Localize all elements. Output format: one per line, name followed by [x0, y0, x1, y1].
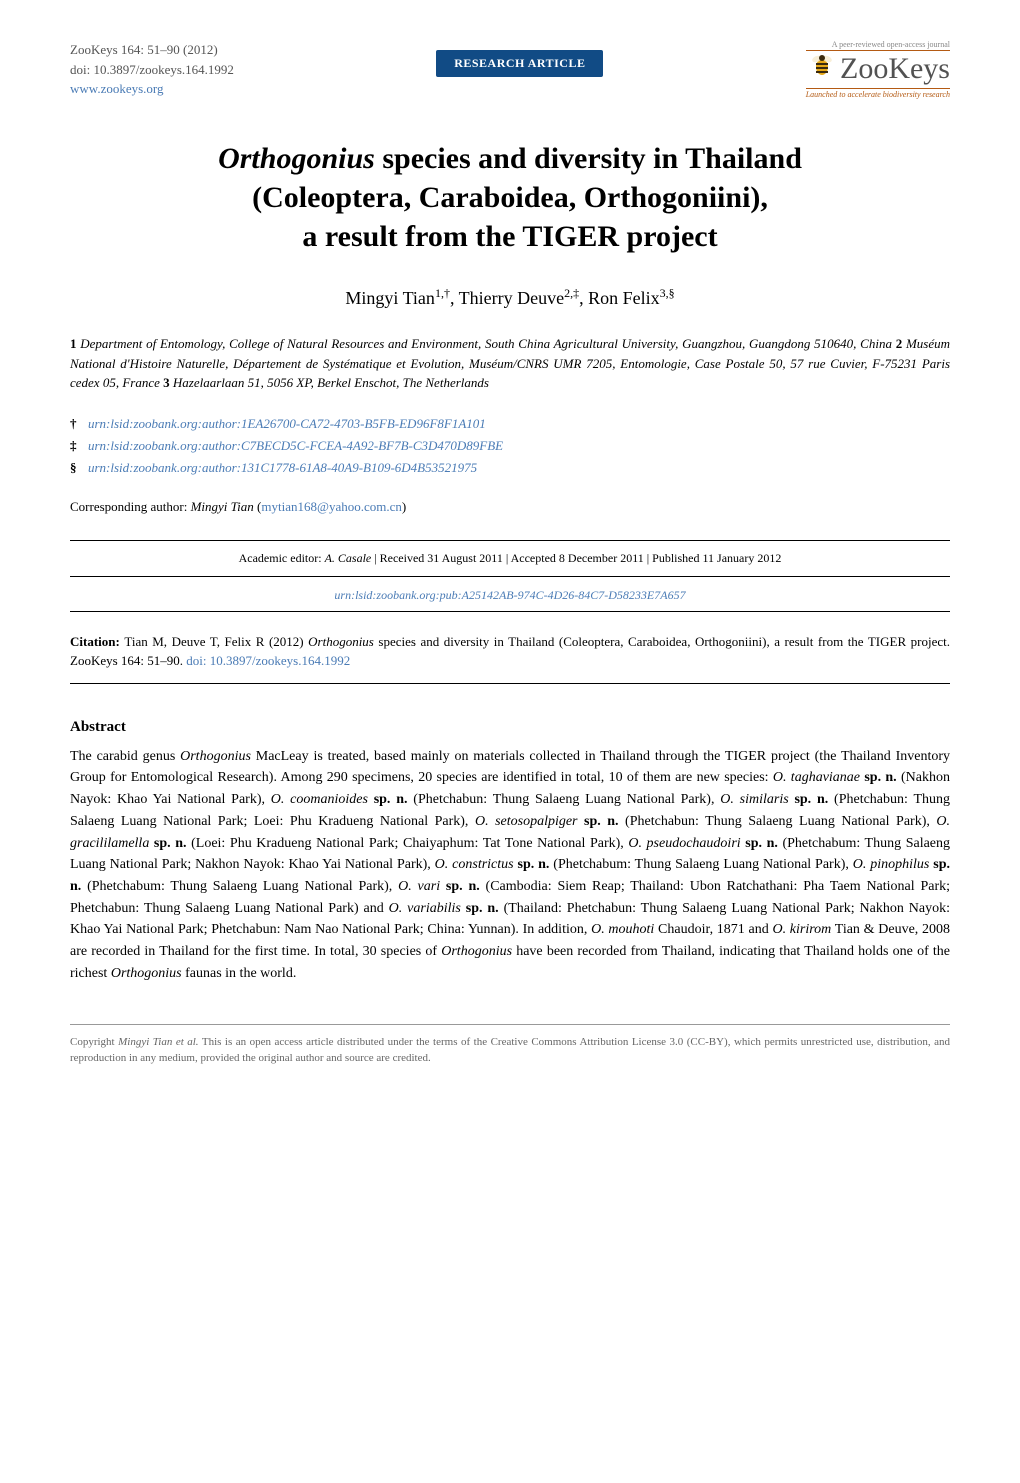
journal-logo: ZooKeys: [806, 51, 950, 86]
research-article-badge: RESEARCH ARTICLE: [436, 50, 603, 77]
article-title: Orthogonius species and diversity in Tha…: [70, 139, 950, 256]
affiliations: 1 Department of Entomology, College of N…: [70, 334, 950, 393]
lsid-link-2[interactable]: urn:lsid:zoobank.org:author:C7BECD5C-FCE…: [88, 438, 503, 453]
email-link[interactable]: mytian168@yahoo.com.cn: [261, 499, 402, 514]
peer-reviewed-label: A peer-reviewed open-access journal: [806, 40, 950, 51]
website-link[interactable]: www.zookeys.org: [70, 81, 164, 96]
journal-ref: ZooKeys 164: 51–90 (2012): [70, 40, 234, 60]
lsid-link-1[interactable]: urn:lsid:zoobank.org:author:1EA26700-CA7…: [88, 416, 486, 431]
journal-name: ZooKeys: [840, 52, 950, 86]
publication-urn: urn:lsid:zoobank.org:pub:A25142AB-974C-4…: [70, 580, 950, 612]
page-header: ZooKeys 164: 51–90 (2012) doi: 10.3897/z…: [70, 40, 950, 99]
abstract-heading: Abstract: [70, 719, 950, 736]
citation-block: Citation: Tian M, Deuve T, Felix R (2012…: [70, 632, 950, 684]
bee-icon: [808, 51, 836, 86]
header-meta: ZooKeys 164: 51–90 (2012) doi: 10.3897/z…: [70, 40, 234, 99]
lsid-list: †urn:lsid:zoobank.org:author:1EA26700-CA…: [70, 413, 950, 479]
corresponding-author: Corresponding author: Mingyi Tian (mytia…: [70, 499, 950, 515]
citation-doi-link[interactable]: doi: 10.3897/zookeys.164.1992: [186, 653, 350, 668]
title-genus: Orthogonius: [218, 142, 375, 175]
editorial-info: Academic editor: A. Casale | Received 31…: [70, 540, 950, 577]
journal-brand: A peer-reviewed open-access journal ZooK…: [806, 40, 950, 99]
journal-tagline: Launched to accelerate biodiversity rese…: [806, 88, 950, 99]
doi-text: doi: 10.3897/zookeys.164.1992: [70, 60, 234, 80]
abstract-text: The carabid genus Orthogonius MacLeay is…: [70, 746, 950, 985]
urn-link[interactable]: urn:lsid:zoobank.org:pub:A25142AB-974C-4…: [334, 588, 685, 602]
lsid-link-3[interactable]: urn:lsid:zoobank.org:author:131C1778-61A…: [88, 460, 477, 475]
copyright-footer: Copyright Mingyi Tian et al. This is an …: [70, 1024, 950, 1066]
authors-line: Mingyi Tian1,†, Thierry Deuve2,‡, Ron Fe…: [70, 286, 950, 309]
